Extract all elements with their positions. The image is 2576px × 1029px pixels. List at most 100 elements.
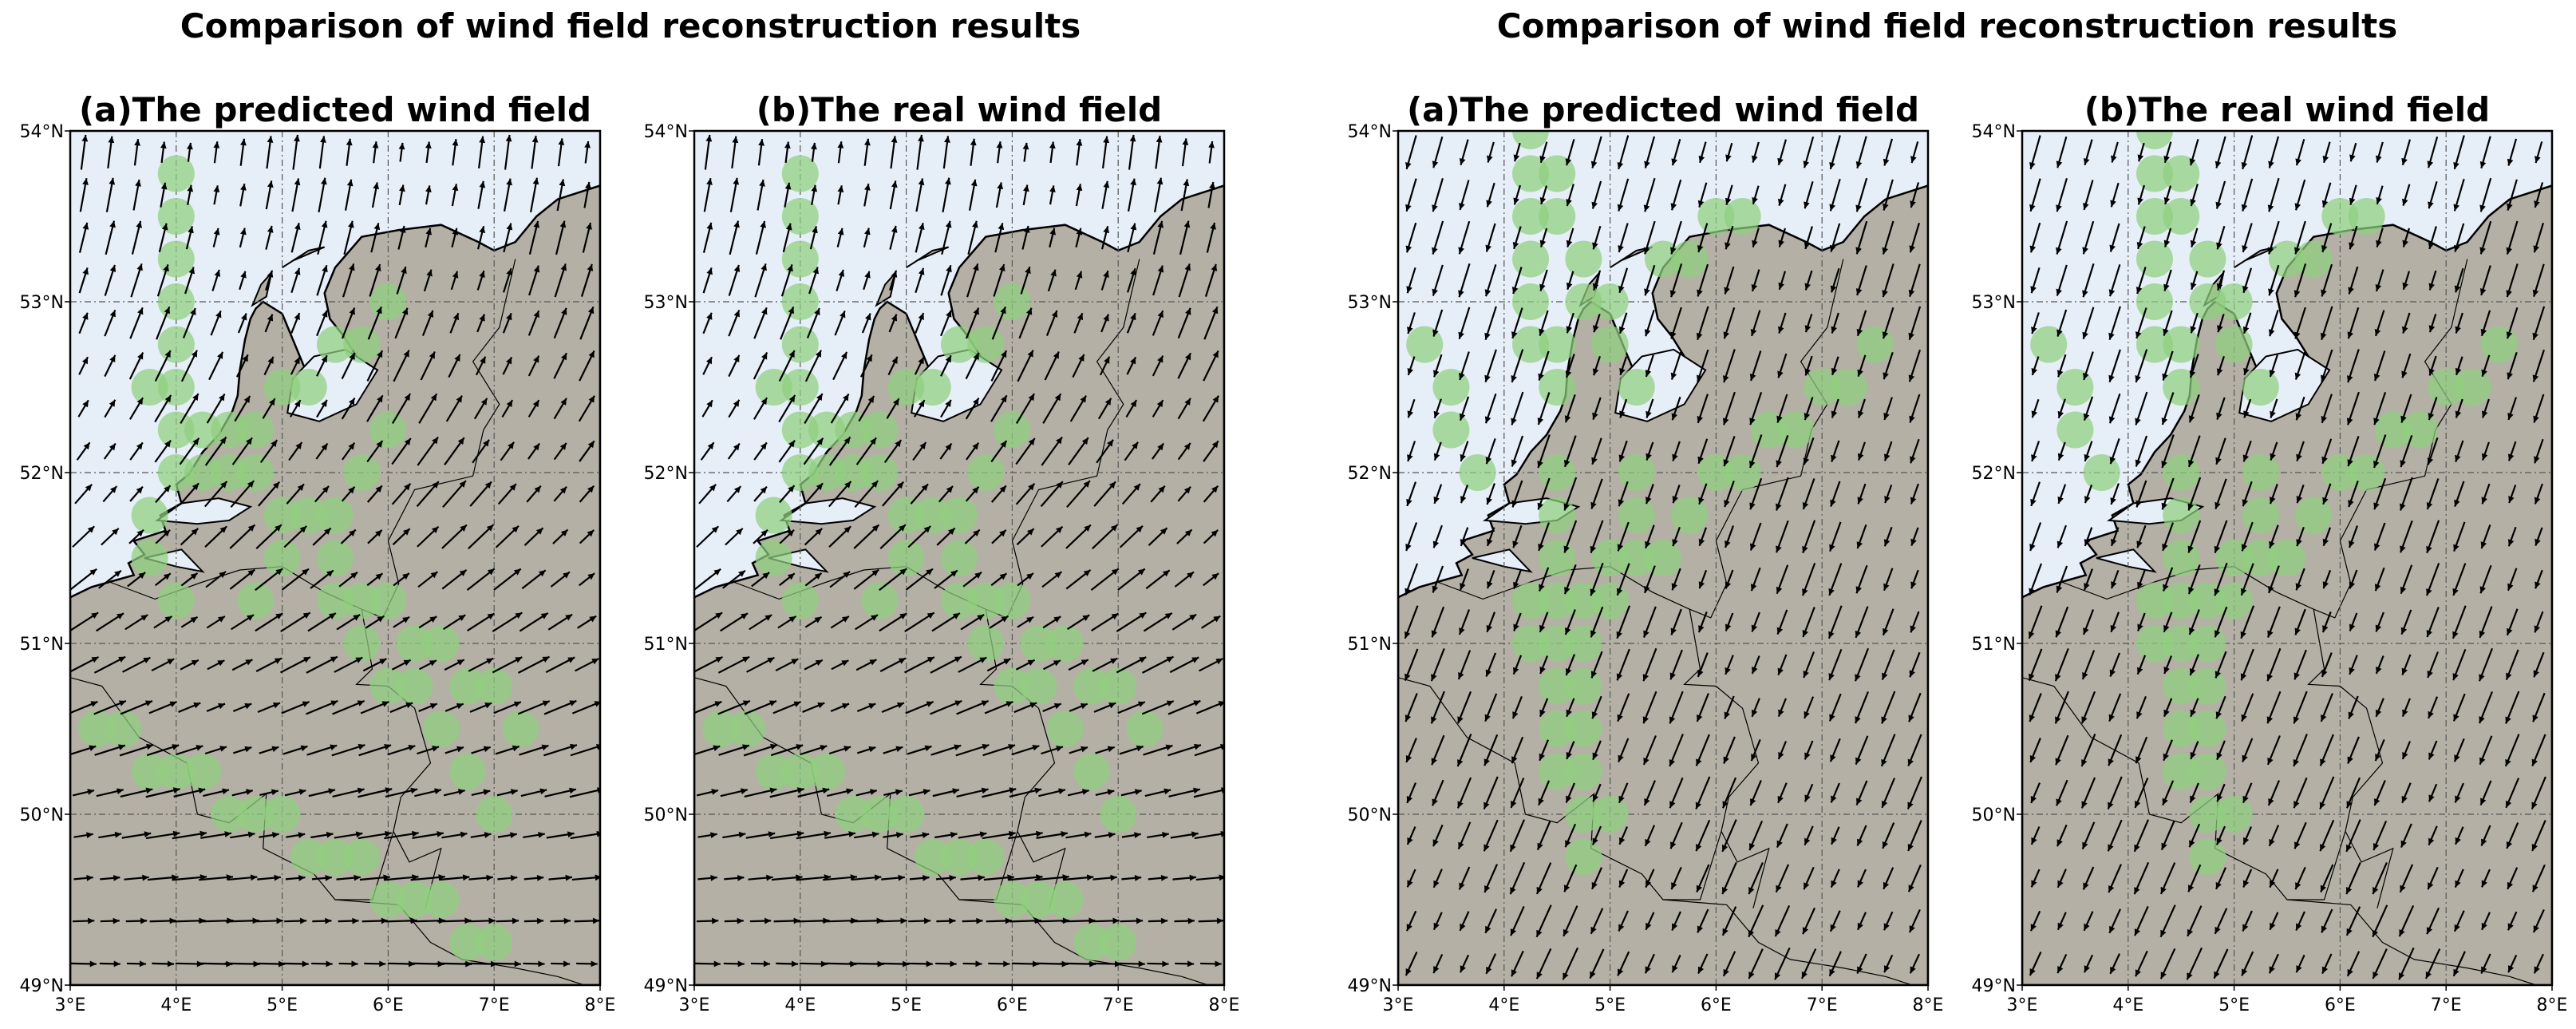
station-marker [808, 454, 845, 491]
wind-arrow [1152, 310, 1164, 336]
wind-arrow [988, 960, 1010, 968]
wind-arrow [1091, 612, 1120, 632]
wind-arrow [1179, 220, 1191, 255]
wind-arrow [2216, 740, 2226, 761]
wind-arrow [694, 960, 721, 968]
station-marker [1539, 198, 1576, 235]
wind-arrow [1804, 397, 1814, 421]
wind-arrow [2135, 391, 2148, 425]
wind-arrow [1101, 136, 1110, 168]
wind-arrow [417, 525, 440, 548]
wind-arrow [1456, 734, 1472, 767]
station-marker [1100, 924, 1137, 961]
wind-arrow [809, 226, 818, 250]
wind-arrow [2481, 441, 2490, 461]
wind-arrow [1618, 782, 1629, 804]
wind-arrow [1485, 438, 1496, 465]
wind-arrow [444, 746, 464, 754]
wind-arrow [1016, 528, 1035, 546]
wind-arrow [179, 482, 200, 505]
wind-arrow [2375, 269, 2384, 292]
wind-arrow [1022, 142, 1029, 162]
wind-arrow [203, 788, 230, 797]
wind-arrow [232, 746, 252, 754]
station-marker [887, 369, 925, 406]
wind-arrow [1721, 819, 1737, 853]
wind-arrow [965, 397, 980, 420]
x-tick-label: 3°E [55, 995, 86, 1015]
wind-arrow [1828, 951, 1842, 977]
wind-arrow [1644, 264, 1656, 296]
wind-arrow [745, 831, 776, 839]
station-marker [781, 155, 819, 192]
wind-arrow [497, 483, 517, 505]
station-marker [861, 796, 899, 833]
wind-arrow [2082, 609, 2095, 635]
wind-arrow [853, 568, 879, 590]
station-marker [2215, 326, 2253, 363]
wind-arrow [1433, 398, 1442, 419]
station-marker [1830, 369, 1867, 406]
wind-arrow [1906, 776, 1922, 809]
wind-arrow [291, 178, 301, 212]
wind-arrow [2190, 312, 2199, 334]
wind-arrow [2163, 141, 2172, 164]
station-marker [237, 582, 275, 619]
wind-arrow [2266, 606, 2281, 638]
station-marker [449, 667, 486, 705]
wind-arrow [744, 700, 777, 715]
island [906, 246, 950, 269]
wind-arrow [2055, 606, 2069, 638]
station-marker [1046, 881, 1084, 918]
wind-arrow [2373, 522, 2386, 551]
wind-arrow [286, 483, 305, 505]
y-tick-label: 53°N [644, 293, 688, 313]
station-marker [131, 369, 168, 406]
wind-arrow [2242, 910, 2253, 932]
wind-arrow [1405, 910, 1417, 932]
wind-arrow [2217, 313, 2225, 333]
wind-arrow [2189, 354, 2199, 378]
wind-arrow [2374, 738, 2385, 762]
wind-arrow [1066, 614, 1090, 631]
wind-arrow [580, 263, 594, 297]
station-marker [914, 838, 951, 876]
wind-arrow [1565, 654, 1576, 676]
wind-arrow [2480, 310, 2491, 337]
wind-arrow [1486, 182, 1495, 208]
wind-arrow [1804, 226, 1813, 250]
wind-arrow [694, 700, 722, 714]
station-marker [343, 326, 381, 363]
wind-arrow [1535, 948, 1552, 980]
wind-arrow [2400, 823, 2412, 849]
wind-arrow [1831, 826, 1840, 845]
wind-arrow [2347, 307, 2360, 339]
wind-arrow [1198, 917, 1224, 924]
wind-arrow [2454, 223, 2465, 252]
wind-arrow [2401, 698, 2411, 718]
station-marker [157, 369, 195, 406]
wind-arrow [127, 572, 146, 588]
wind-arrow [1512, 569, 1522, 590]
wind-arrow [2268, 310, 2279, 337]
wind-arrow [1645, 869, 1655, 889]
wind-arrow [2454, 481, 2465, 508]
wind-arrow [1404, 648, 1419, 681]
wind-arrow [2480, 825, 2491, 846]
station-marker [1618, 454, 1655, 491]
wind-arrow [1695, 734, 1710, 766]
wind-arrow [2452, 605, 2467, 639]
wind-arrow [2398, 947, 2415, 980]
wind-arrow [778, 350, 796, 382]
wind-arrow [1406, 267, 1416, 294]
wind-arrow [2507, 526, 2517, 547]
wind-arrow [1539, 141, 1548, 164]
wind-arrow [1616, 648, 1630, 681]
wind-arrow [231, 437, 253, 465]
wind-arrow [547, 613, 573, 631]
wind-arrow [1697, 182, 1708, 208]
wind-arrow [1484, 393, 1497, 424]
y-tick-label: 50°N [20, 805, 64, 825]
wind-arrow [1698, 141, 1707, 164]
wind-arrow [1670, 179, 1682, 211]
